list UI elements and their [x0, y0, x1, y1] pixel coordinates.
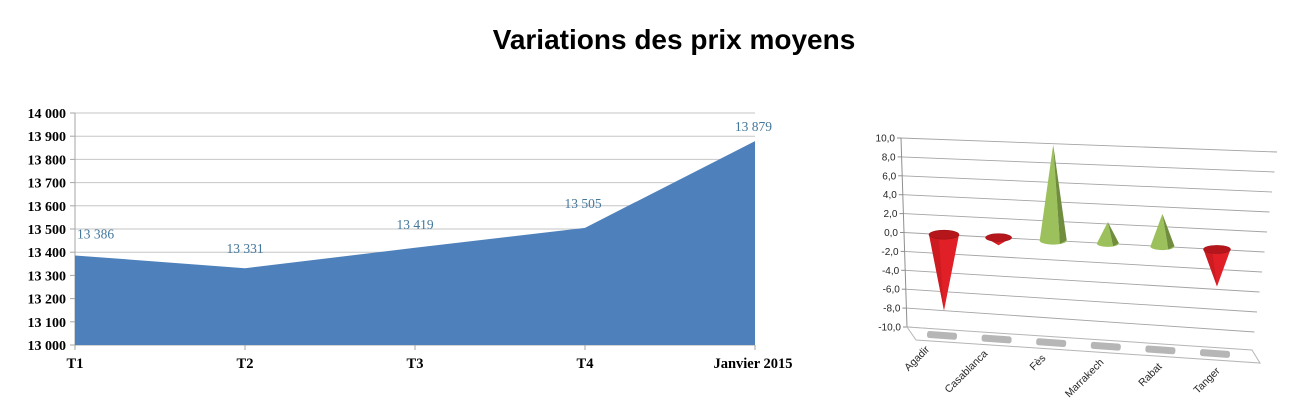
- cone-face: [1150, 213, 1169, 250]
- x-tick-label: T1: [67, 356, 84, 372]
- cone-face-shaded: [1162, 213, 1175, 250]
- y-tick-label: -10,0: [878, 323, 901, 334]
- y-tick-label: 13 400: [28, 246, 67, 261]
- x-tick-label: Janvier 2015: [713, 356, 792, 372]
- city-label: Agadir: [902, 343, 932, 373]
- y-tick-label: 13 100: [28, 316, 67, 331]
- wall-gridline: [903, 213, 1268, 233]
- y-tick-label: -6,0: [883, 285, 901, 296]
- floor-dash: [981, 334, 1012, 344]
- y-tick-label: 13 800: [28, 153, 67, 168]
- area-series: [75, 141, 755, 345]
- y-tick-label: -2,0: [881, 247, 899, 258]
- wall-gridline: [905, 269, 1260, 293]
- wall-gridline: [904, 250, 1263, 273]
- cone-tanger: [1203, 245, 1231, 287]
- wall-gridline: [902, 194, 1270, 213]
- cone-face-shaded: [929, 234, 944, 311]
- y-tick-label: 0,0: [884, 228, 898, 239]
- cone-face-shaded: [1053, 144, 1067, 245]
- cone-top-opening: [928, 229, 960, 240]
- cone-fs: [1039, 144, 1067, 245]
- y-tick-label: 13 200: [28, 293, 67, 308]
- cone-face: [929, 234, 959, 311]
- y-tick-label: 13 500: [28, 223, 67, 238]
- y-tick-label: 13 300: [28, 269, 67, 284]
- y-tick-label: 13 700: [28, 177, 67, 192]
- cone-face: [1203, 249, 1231, 287]
- city-label: Marrakech: [1063, 356, 1107, 400]
- wall-gridline: [900, 137, 1278, 153]
- wall-gridline: [901, 156, 1275, 173]
- x-tick-label: T4: [577, 356, 594, 372]
- data-label: 13 331: [226, 241, 263, 256]
- y-tick-label: 13 900: [28, 130, 67, 145]
- cone-top-opening: [1203, 245, 1231, 254]
- x-tick-label: T3: [407, 356, 424, 372]
- y-tick-label: 8,0: [882, 152, 896, 163]
- cone-casablanca: [985, 233, 1012, 246]
- cone-face: [1039, 144, 1060, 245]
- cone-face-shaded: [1107, 222, 1119, 247]
- y-tick-label: 14 000: [28, 107, 67, 122]
- x-tick-label: T2: [237, 356, 254, 372]
- y-tick-label: 6,0: [882, 171, 896, 182]
- data-label: 13 879: [735, 119, 772, 134]
- wall-gridline: [905, 288, 1258, 313]
- y-tick-label: -4,0: [882, 266, 900, 277]
- data-label: 13 386: [77, 226, 114, 241]
- y-tick-label: 10,0: [876, 134, 896, 145]
- y-tick-label: 13 000: [28, 339, 67, 354]
- floor-dash: [1145, 345, 1176, 355]
- y-tick-label: 2,0: [883, 209, 897, 220]
- city-label: Tanger: [1191, 365, 1223, 397]
- floor-dash: [1199, 349, 1231, 358]
- data-label: 13 419: [396, 217, 433, 232]
- y-tick-label: 13 600: [28, 200, 67, 215]
- cone-face: [1096, 222, 1114, 247]
- y-tick-label: -8,0: [883, 304, 901, 315]
- data-label: 13 505: [564, 196, 601, 211]
- city-label: Fès: [1027, 352, 1048, 373]
- floor: [905, 326, 1261, 364]
- floor-dash: [926, 330, 958, 340]
- y-tick-label: 4,0: [883, 190, 897, 201]
- cone-top-opening: [985, 233, 1012, 242]
- floor-dash: [1090, 341, 1121, 351]
- page-title: Variations des prix moyens: [492, 24, 856, 55]
- y-axis-line: [900, 137, 908, 328]
- floor-dash: [1036, 338, 1067, 347]
- wall-gridline: [902, 175, 1273, 193]
- wall-gridline: [906, 307, 1255, 333]
- area-chart-prix-moyens: 14 000 13 900 13 800 13 700 13 600 13 500 13 4…: [28, 107, 793, 372]
- cone-marrakech: [1096, 222, 1119, 247]
- city-label: Casablanca: [943, 348, 991, 396]
- cone-rabat: [1150, 213, 1175, 251]
- city-label: Rabat: [1136, 361, 1164, 389]
- cone-agadir: [928, 229, 960, 311]
- cone-3d-chart-villes: 10,0 8,0 6,0 4,0 2,0 0,0 -2,0 -4,0 -6,0 -8,0 -10,0…: [876, 134, 1278, 400]
